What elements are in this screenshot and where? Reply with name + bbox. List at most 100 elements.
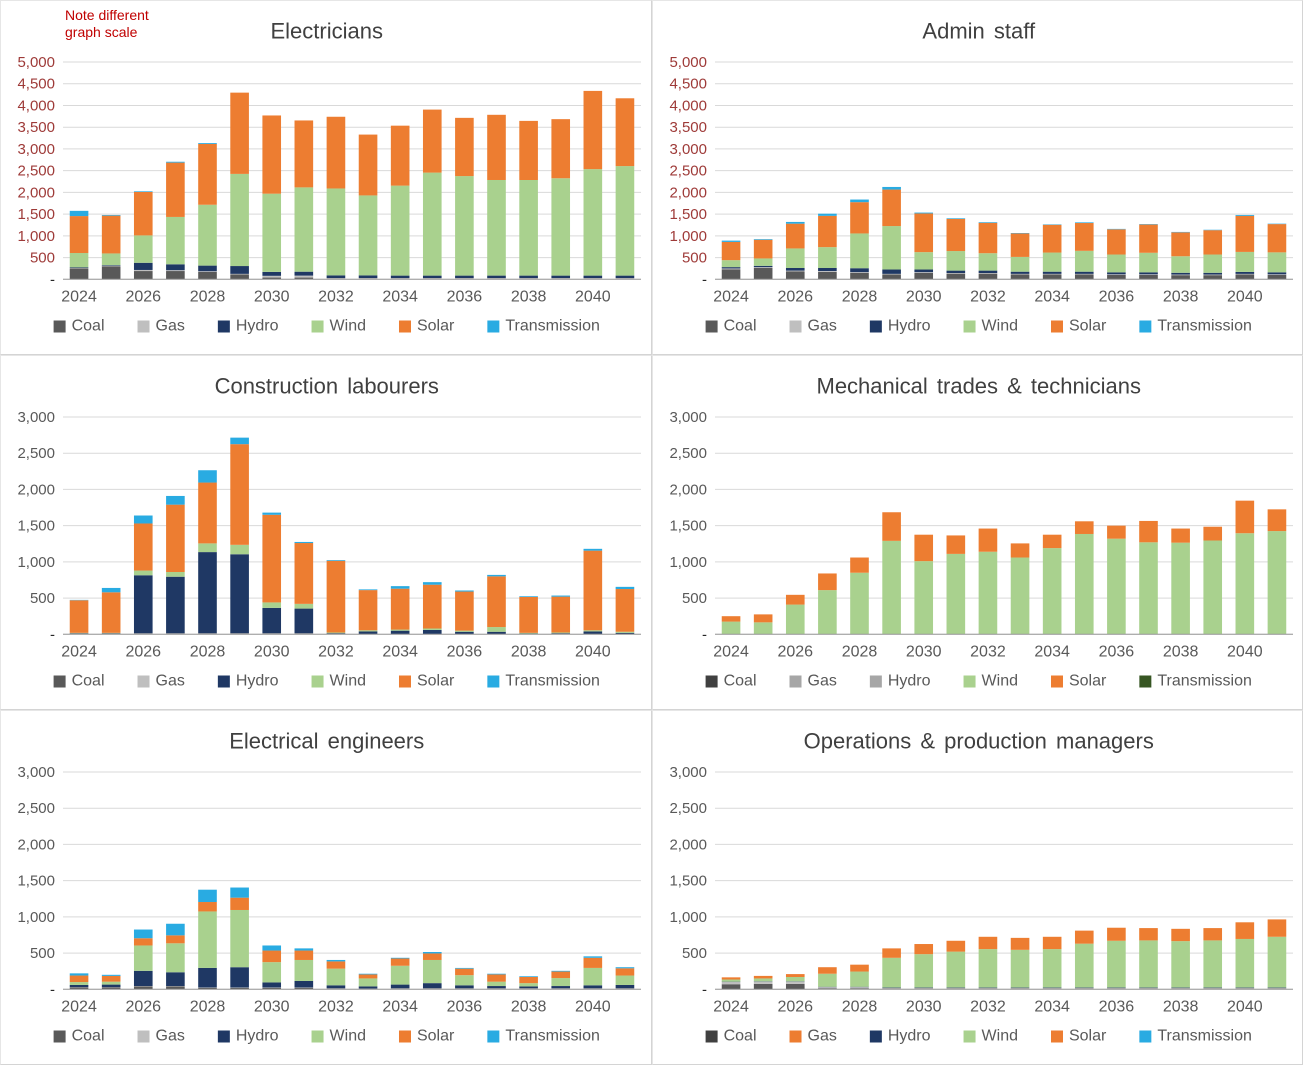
svg-text:Solar: Solar xyxy=(417,673,455,690)
svg-text:2038: 2038 xyxy=(511,643,547,660)
svg-text:1,000: 1,000 xyxy=(669,909,707,926)
svg-text:2028: 2028 xyxy=(841,288,877,305)
svg-text:2024: 2024 xyxy=(61,998,97,1015)
svg-text:2028: 2028 xyxy=(190,643,226,660)
svg-text:2,500: 2,500 xyxy=(17,163,55,180)
svg-text:4,500: 4,500 xyxy=(669,76,707,93)
svg-text:1,000: 1,000 xyxy=(17,228,55,245)
svg-text:Gas: Gas xyxy=(156,673,185,690)
svg-text:Note different: Note different xyxy=(65,7,149,23)
svg-text:Construction labourers: Construction labourers xyxy=(215,374,439,399)
svg-text:2040: 2040 xyxy=(1227,288,1263,305)
svg-text:Coal: Coal xyxy=(723,318,756,335)
svg-text:1,500: 1,500 xyxy=(669,206,707,223)
svg-text:Gas: Gas xyxy=(156,318,185,335)
svg-text:2028: 2028 xyxy=(190,288,226,305)
svg-text:2032: 2032 xyxy=(318,288,354,305)
svg-text:Transmission: Transmission xyxy=(505,673,600,690)
svg-text:2,000: 2,000 xyxy=(17,836,55,853)
svg-text:Coal: Coal xyxy=(723,673,756,690)
svg-text:Wind: Wind xyxy=(330,318,366,335)
svg-text:2034: 2034 xyxy=(382,998,418,1015)
svg-text:Solar: Solar xyxy=(417,1028,455,1045)
svg-text:3,500: 3,500 xyxy=(669,119,707,136)
svg-text:500: 500 xyxy=(30,250,55,267)
svg-text:3,500: 3,500 xyxy=(17,119,55,136)
svg-text:Transmission: Transmission xyxy=(1157,673,1252,690)
svg-text:1,000: 1,000 xyxy=(17,909,55,926)
svg-text:Coal: Coal xyxy=(72,318,105,335)
svg-text:2036: 2036 xyxy=(447,998,483,1015)
svg-text:Hydro: Hydro xyxy=(887,1028,930,1045)
svg-text:2,500: 2,500 xyxy=(669,445,707,462)
svg-text:2026: 2026 xyxy=(777,288,813,305)
svg-text:Gas: Gas xyxy=(807,318,836,335)
svg-text:2034: 2034 xyxy=(1034,288,1070,305)
svg-text:500: 500 xyxy=(30,590,55,607)
svg-text:2028: 2028 xyxy=(841,998,877,1015)
svg-text:2024: 2024 xyxy=(61,288,97,305)
svg-text:Hydro: Hydro xyxy=(887,318,930,335)
svg-text:Electrical engineers: Electrical engineers xyxy=(229,729,424,754)
svg-text:Transmission: Transmission xyxy=(505,1028,600,1045)
svg-text:1,500: 1,500 xyxy=(17,518,55,535)
svg-text:2036: 2036 xyxy=(447,643,483,660)
svg-text:2040: 2040 xyxy=(1227,998,1263,1015)
svg-text:2030: 2030 xyxy=(254,998,290,1015)
svg-text:2,000: 2,000 xyxy=(669,836,707,853)
svg-text:2024: 2024 xyxy=(713,288,749,305)
svg-text:2,500: 2,500 xyxy=(669,800,707,817)
svg-text:3,000: 3,000 xyxy=(17,141,55,158)
svg-text:1,000: 1,000 xyxy=(669,554,707,571)
svg-text:4,000: 4,000 xyxy=(17,97,55,114)
svg-text:3,000: 3,000 xyxy=(17,409,55,426)
svg-text:2024: 2024 xyxy=(713,643,749,660)
svg-text:5,000: 5,000 xyxy=(17,54,55,71)
svg-text:Wind: Wind xyxy=(330,1028,366,1045)
svg-text:Transmission: Transmission xyxy=(1157,318,1252,335)
svg-text:Solar: Solar xyxy=(1068,318,1106,335)
svg-text:1,000: 1,000 xyxy=(17,554,55,571)
svg-text:2,500: 2,500 xyxy=(17,445,55,462)
svg-text:2040: 2040 xyxy=(575,288,611,305)
svg-text:2040: 2040 xyxy=(575,998,611,1015)
svg-text:Wind: Wind xyxy=(981,318,1017,335)
svg-text:-: - xyxy=(50,271,55,288)
svg-text:2026: 2026 xyxy=(125,998,161,1015)
svg-text:Transmission: Transmission xyxy=(1157,1028,1252,1045)
svg-text:1,500: 1,500 xyxy=(669,518,707,535)
svg-text:500: 500 xyxy=(681,250,706,267)
svg-text:Coal: Coal xyxy=(72,673,105,690)
svg-text:3,000: 3,000 xyxy=(669,409,707,426)
svg-text:4,500: 4,500 xyxy=(17,76,55,93)
svg-text:2028: 2028 xyxy=(190,998,226,1015)
svg-text:-: - xyxy=(50,626,55,643)
svg-text:2038: 2038 xyxy=(511,288,547,305)
svg-text:Hydro: Hydro xyxy=(236,673,279,690)
svg-text:Wind: Wind xyxy=(330,673,366,690)
svg-text:500: 500 xyxy=(681,945,706,962)
svg-text:Gas: Gas xyxy=(156,1028,185,1045)
svg-text:2036: 2036 xyxy=(447,288,483,305)
svg-text:Solar: Solar xyxy=(1068,1028,1106,1045)
svg-text:-: - xyxy=(702,981,707,998)
svg-text:2024: 2024 xyxy=(61,643,97,660)
svg-text:graph scale: graph scale xyxy=(65,24,138,40)
svg-text:Transmission: Transmission xyxy=(505,318,600,335)
svg-text:Hydro: Hydro xyxy=(887,673,930,690)
svg-text:2030: 2030 xyxy=(905,288,941,305)
svg-text:Admin staff: Admin staff xyxy=(922,19,1036,44)
svg-text:500: 500 xyxy=(681,590,706,607)
svg-text:2024: 2024 xyxy=(713,998,749,1015)
svg-text:3,000: 3,000 xyxy=(669,141,707,158)
svg-text:Solar: Solar xyxy=(1068,673,1106,690)
svg-text:Gas: Gas xyxy=(807,673,836,690)
svg-text:2030: 2030 xyxy=(254,288,290,305)
svg-text:3,000: 3,000 xyxy=(17,764,55,781)
svg-text:Mechanical trades & technician: Mechanical trades & technicians xyxy=(816,374,1141,399)
svg-text:2032: 2032 xyxy=(970,998,1006,1015)
svg-text:2,500: 2,500 xyxy=(17,800,55,817)
svg-text:2032: 2032 xyxy=(970,643,1006,660)
svg-text:2,000: 2,000 xyxy=(669,481,707,498)
svg-text:2,000: 2,000 xyxy=(17,184,55,201)
